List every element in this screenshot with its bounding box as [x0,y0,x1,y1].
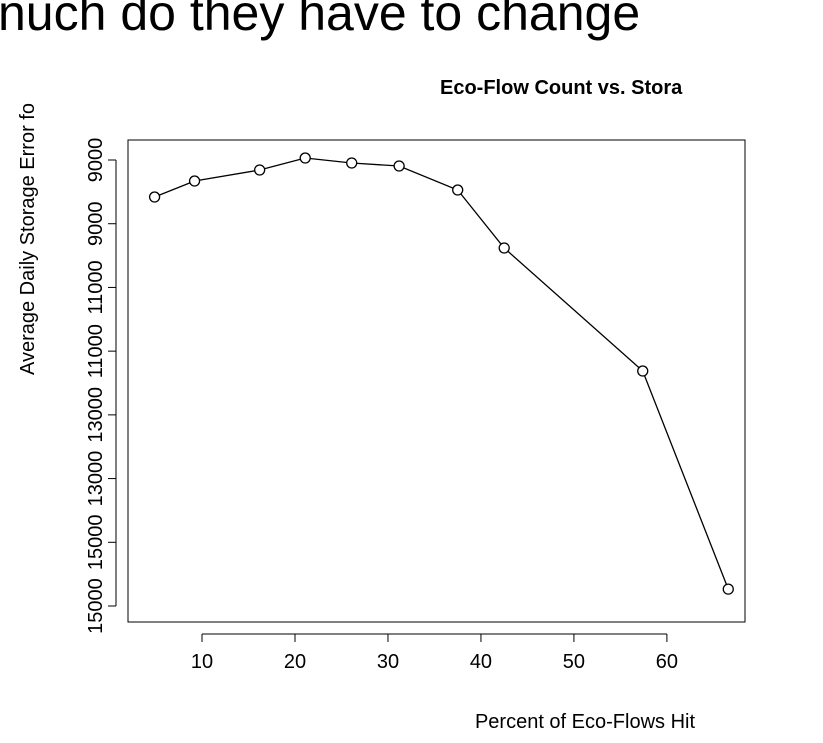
data-point [498,242,510,254]
data-point [299,152,311,164]
y-axis-label: Average Daily Storage Error fo [17,103,39,375]
x-axis-label: Percent of Eco-Flows Hit [475,711,696,733]
data-point [148,191,161,203]
x-tick-label: 20 [284,651,306,673]
data-point [393,160,405,172]
y-tick-label: 15000 [85,514,107,570]
chart-title: Eco-Flow Count vs. Stora [440,77,683,99]
x-tick-label: 40 [470,651,492,673]
data-point [722,583,734,595]
y-tick-label: 11000 [85,260,107,314]
data-point [188,175,201,187]
x-tick-label: 30 [377,651,399,673]
x-tick-label: 10 [191,651,213,673]
y-tick-label: 11000 [85,324,107,378]
y-tick-label: 9000 [85,201,107,246]
y-tick-label: 15000 [85,578,107,634]
heading: nuch do they have to change [0,0,640,41]
x-tick-label: 60 [656,651,678,673]
x-tick-label: 50 [563,651,585,673]
data-point [452,184,464,196]
data-line [154,157,729,590]
y-tick-label: 13000 [85,387,107,443]
y-tick-label: 13000 [85,451,107,507]
data-point [254,164,266,176]
data-point [637,365,649,377]
y-tick-label: 9000 [85,138,107,183]
plot-frame [127,139,746,623]
data-point [346,157,358,169]
